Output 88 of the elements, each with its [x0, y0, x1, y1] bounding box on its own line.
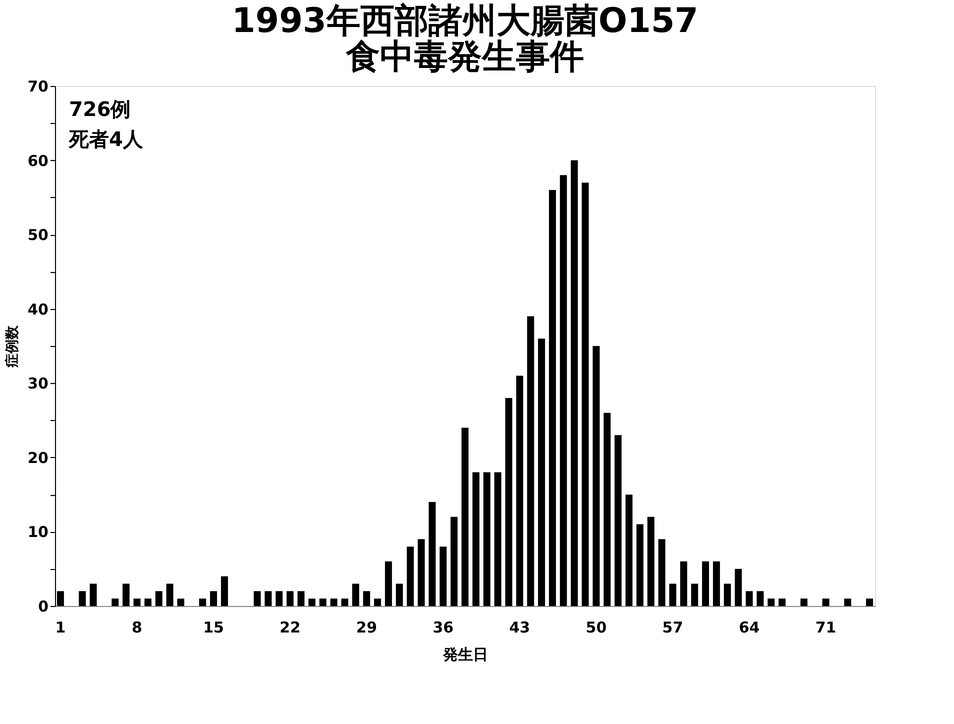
bar — [166, 584, 174, 606]
y-tick-label: 50 — [28, 226, 48, 244]
bar — [220, 576, 228, 606]
bar — [450, 516, 458, 606]
bar — [527, 316, 534, 606]
bar — [254, 591, 261, 606]
bar — [647, 516, 654, 606]
x-tick-label: 29 — [356, 618, 378, 636]
bar — [548, 190, 556, 606]
bar — [122, 584, 130, 606]
bar — [778, 598, 786, 606]
bar — [177, 598, 184, 606]
bar — [462, 428, 468, 606]
y-tick-label: 10 — [28, 523, 48, 542]
bar — [734, 568, 742, 606]
bar — [712, 561, 720, 606]
x-tick-label: 15 — [203, 618, 224, 636]
bar — [276, 591, 283, 606]
bar — [418, 539, 425, 606]
bar — [264, 591, 272, 606]
bar — [516, 376, 524, 606]
bar — [90, 584, 97, 606]
bar — [669, 584, 676, 606]
bar — [768, 598, 775, 606]
x-tick-label: 22 — [280, 618, 301, 636]
bar — [78, 591, 86, 606]
bar — [560, 175, 567, 606]
bar — [374, 598, 382, 606]
y-tick-label: 0 — [38, 598, 48, 616]
bar — [680, 561, 688, 606]
bar — [210, 591, 218, 606]
bar — [144, 598, 152, 606]
bar — [570, 160, 578, 606]
bar — [112, 598, 119, 606]
bar — [134, 598, 140, 606]
bar — [483, 472, 490, 606]
y-tick-label: 40 — [28, 300, 48, 318]
y-tick-label: 30 — [28, 374, 48, 393]
bar — [384, 561, 392, 606]
x-tick-label: 36 — [432, 618, 454, 636]
x-tick-label: 64 — [738, 618, 760, 636]
bar — [396, 584, 403, 606]
bar — [658, 539, 666, 606]
bar — [330, 598, 338, 606]
bar — [155, 591, 162, 606]
x-tick-label: 50 — [586, 618, 607, 636]
y-tick-label: 70 — [28, 78, 48, 96]
x-axis-title: 発生日 — [442, 646, 488, 664]
bar — [702, 561, 710, 606]
bar — [614, 435, 622, 606]
bar — [822, 598, 830, 606]
annotation: 726例 — [69, 97, 131, 121]
bar — [866, 598, 874, 606]
annotation: 死者4人 — [68, 127, 144, 151]
x-tick-label: 71 — [815, 618, 836, 636]
bar — [428, 502, 436, 606]
bar — [406, 546, 414, 606]
bar — [505, 398, 512, 606]
bar — [746, 591, 753, 606]
bar — [341, 598, 348, 606]
bar — [363, 591, 370, 606]
bar — [844, 598, 852, 606]
bar — [538, 338, 546, 606]
bar — [626, 494, 632, 606]
x-tick-label: 57 — [662, 618, 684, 636]
bar — [636, 524, 644, 606]
y-tick-label: 60 — [28, 152, 48, 170]
bar — [800, 598, 808, 606]
x-tick-label: 43 — [509, 618, 530, 636]
x-tick-label: 1 — [55, 618, 66, 636]
bar — [199, 598, 206, 606]
bar — [691, 584, 698, 606]
bar — [308, 598, 316, 606]
y-tick-label: 20 — [28, 448, 48, 467]
bar — [604, 412, 611, 606]
bar — [352, 584, 360, 606]
x-tick-label: 8 — [132, 618, 142, 636]
bar — [440, 546, 447, 606]
bar — [286, 591, 294, 606]
bar — [319, 598, 326, 606]
bar — [298, 591, 304, 606]
bar — [724, 584, 731, 606]
bar — [592, 346, 600, 606]
y-axis-title: 症例数 — [4, 324, 21, 368]
bar — [472, 472, 480, 606]
bar — [756, 591, 764, 606]
bar — [582, 182, 589, 606]
bar — [494, 472, 502, 606]
